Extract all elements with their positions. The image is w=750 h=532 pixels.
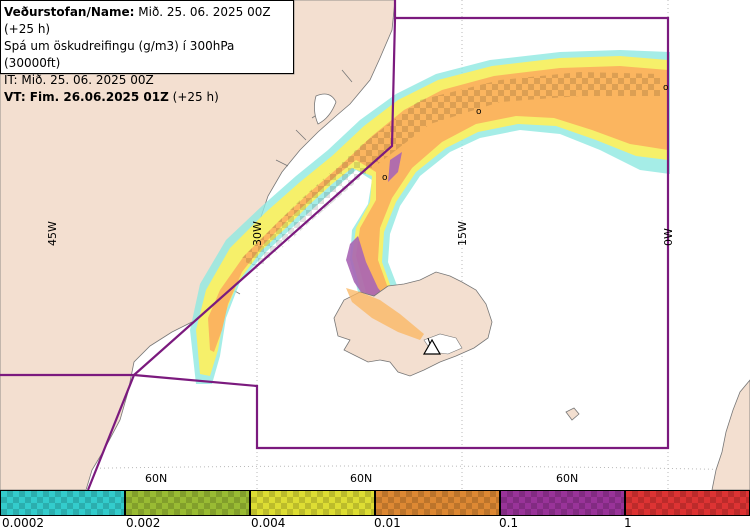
legend-swatch-3: [250, 490, 375, 516]
lon-label-15w: 15W: [456, 221, 469, 246]
legend-swatch-4: [375, 490, 500, 516]
lat-label-60n-2: 60N: [350, 472, 372, 485]
lon-label-0w: 0W: [662, 228, 675, 246]
header-line-1: Veðurstofan/Name: Mið. 25. 06. 2025 00Z …: [4, 4, 293, 38]
lon-label-45w: 45W: [46, 221, 59, 246]
header-valid-time: VT: Fim. 26.06.2025 01Z: [4, 90, 169, 104]
forecast-info-box: Veðurstofan/Name: Mið. 25. 06. 2025 00Z …: [0, 0, 294, 104]
station-marker: o: [476, 107, 482, 117]
legend-swatch-2: [125, 490, 250, 516]
station-marker: o: [382, 173, 388, 183]
ash-orange-texture: [240, 72, 660, 268]
legend-label: 1: [624, 516, 632, 530]
faroe-islands: [565, 407, 580, 421]
legend-label: 0.1: [499, 516, 519, 530]
ash-over-iceland: [346, 288, 424, 340]
station-marker: o: [663, 83, 669, 93]
concentration-legend-bar: [0, 490, 750, 516]
ash-purple-streak: [388, 152, 402, 182]
legend-labels: 0.0002 0.002 0.004 0.01 0.1 1: [0, 516, 750, 532]
legend-swatch-5: [500, 490, 625, 516]
greenland-inlet: [314, 93, 337, 125]
header-product-description: Spá um öskudreifingu (g/m3) í 300hPa (30…: [4, 39, 235, 70]
header-run-time: Mið. 25. 06. 2025 00Z (+25 h): [4, 5, 271, 36]
lat-label-60n-3: 60N: [556, 472, 578, 485]
legend-label: 0.004: [251, 516, 286, 530]
ash-purple-zone: [346, 236, 424, 340]
legend-label: 0.0002: [2, 516, 44, 530]
legend-label: 0.002: [126, 516, 161, 530]
lon-label-30w: 30W: [251, 221, 264, 246]
legend-swatch-1: [0, 490, 125, 516]
header-agency-label: Veðurstofan/Name:: [4, 5, 135, 19]
lat-label-60n-1: 60N: [145, 472, 167, 485]
legend-swatch-6: [625, 490, 750, 516]
legend-label: 0.01: [374, 516, 401, 530]
volcano-triangle-icon: [422, 337, 442, 355]
header-lead-time: (+25 h): [172, 90, 219, 104]
header-line-4: VT: Fim. 26.06.2025 01Z (+25 h): [4, 89, 293, 106]
header-initial-time: IT: Mið. 25. 06. 2025 00Z: [4, 73, 154, 87]
flight-region-boundary: [0, 0, 670, 491]
